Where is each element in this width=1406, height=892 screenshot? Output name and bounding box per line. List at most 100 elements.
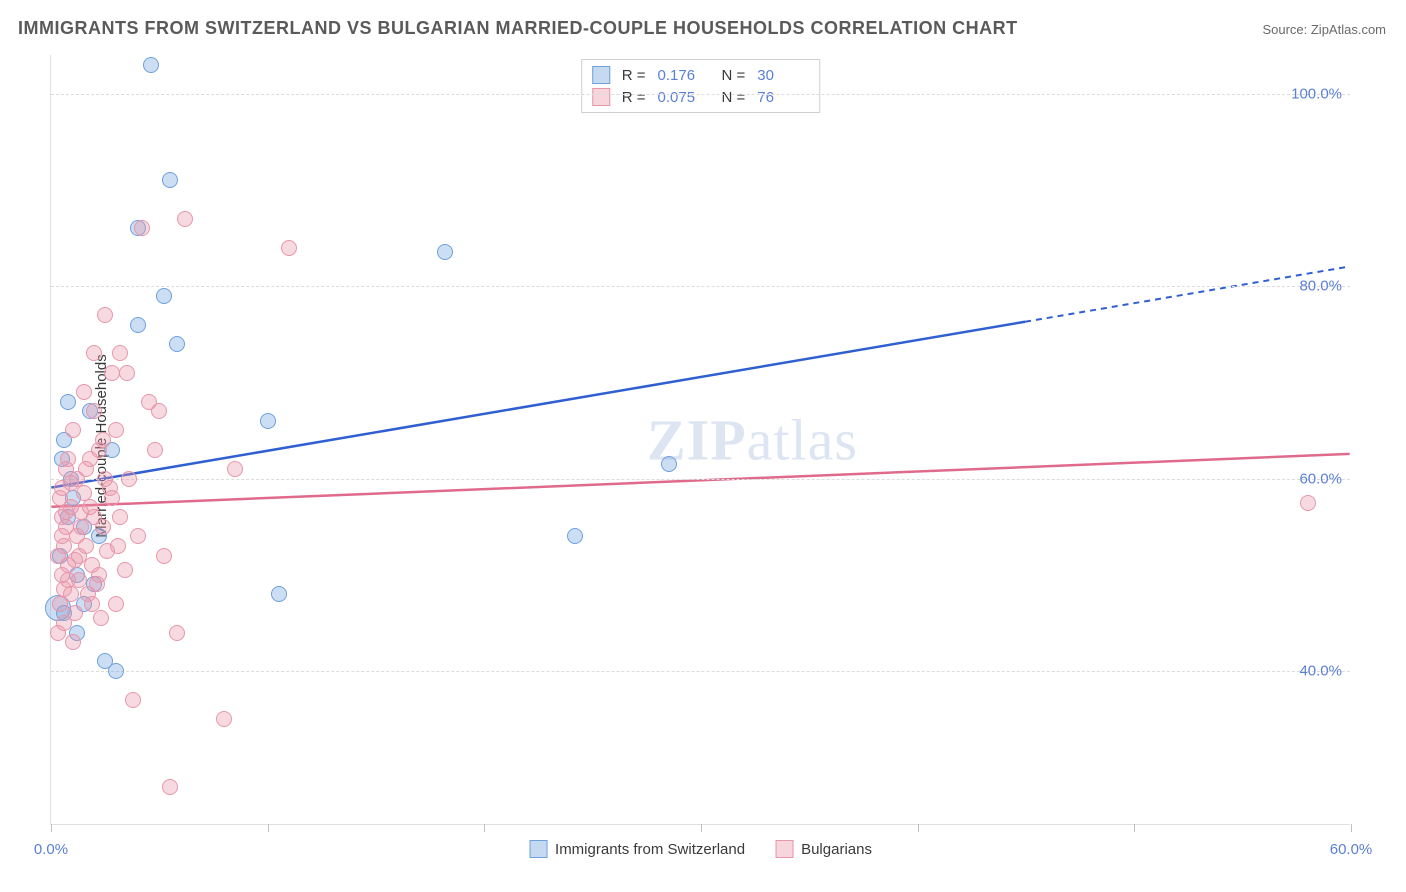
data-point-pink (63, 475, 79, 491)
data-point-pink (86, 345, 102, 361)
y-tick-label: 100.0% (1291, 85, 1342, 102)
trend-line-pink (51, 454, 1349, 507)
r-value-pink: 0.075 (658, 89, 710, 106)
data-point-blue (437, 244, 453, 260)
series-legend: Immigrants from Switzerland Bulgarians (529, 840, 872, 858)
data-point-blue (169, 336, 185, 352)
y-tick-label: 60.0% (1299, 470, 1342, 487)
data-point-blue (60, 394, 76, 410)
correlation-legend: R = 0.176 N = 30 R = 0.075 N = 76 (581, 59, 821, 113)
y-gridline (51, 286, 1350, 287)
legend-item-pink: Bulgarians (775, 840, 872, 858)
plot-area: ZIPatlas R = 0.176 N = 30 R = 0.075 N = … (50, 55, 1350, 825)
x-tick (1351, 824, 1352, 832)
r-label: R = (622, 89, 646, 106)
x-tick (701, 824, 702, 832)
data-point-pink (84, 596, 100, 612)
source-attribution: Source: ZipAtlas.com (1262, 22, 1386, 37)
data-point-pink (108, 596, 124, 612)
data-point-pink (76, 384, 92, 400)
data-point-pink (50, 625, 66, 641)
data-point-pink (65, 634, 81, 650)
data-point-pink (65, 422, 81, 438)
x-tick-label: 60.0% (1330, 841, 1373, 858)
data-point-pink (121, 471, 137, 487)
data-point-pink (54, 509, 70, 525)
data-point-pink (112, 509, 128, 525)
y-tick-label: 40.0% (1299, 663, 1342, 680)
r-value-blue: 0.176 (658, 67, 710, 84)
data-point-pink (125, 692, 141, 708)
x-tick (51, 824, 52, 832)
data-point-blue (130, 317, 146, 333)
data-point-pink (169, 625, 185, 641)
data-point-pink (86, 403, 102, 419)
data-point-pink (95, 432, 111, 448)
chart-title: IMMIGRANTS FROM SWITZERLAND VS BULGARIAN… (18, 18, 1018, 39)
y-gridline (51, 479, 1350, 480)
data-point-pink (117, 562, 133, 578)
y-gridline (51, 671, 1350, 672)
x-tick (1134, 824, 1135, 832)
legend-row-blue: R = 0.176 N = 30 (592, 64, 810, 86)
data-point-pink (227, 461, 243, 477)
data-point-pink (91, 567, 107, 583)
data-point-blue (260, 413, 276, 429)
data-point-pink (119, 365, 135, 381)
data-point-pink (151, 403, 167, 419)
data-point-blue (567, 528, 583, 544)
data-point-pink (52, 490, 68, 506)
data-point-pink (93, 610, 109, 626)
data-point-pink (67, 552, 83, 568)
legend-label-blue: Immigrants from Switzerland (555, 841, 745, 858)
data-point-blue (271, 586, 287, 602)
data-point-blue (143, 57, 159, 73)
data-point-pink (134, 220, 150, 236)
data-point-pink (56, 581, 72, 597)
legend-row-pink: R = 0.075 N = 76 (592, 86, 810, 108)
data-point-pink (102, 480, 118, 496)
n-label: N = (722, 67, 746, 84)
y-gridline (51, 94, 1350, 95)
data-point-pink (58, 461, 74, 477)
data-point-pink (78, 461, 94, 477)
x-tick (918, 824, 919, 832)
legend-label-pink: Bulgarians (801, 841, 872, 858)
data-point-pink (162, 779, 178, 795)
swatch-pink-icon (775, 840, 793, 858)
data-point-pink (216, 711, 232, 727)
data-point-blue (661, 456, 677, 472)
trend-line-blue (51, 322, 1025, 488)
data-point-blue (162, 172, 178, 188)
data-point-pink (156, 548, 172, 564)
swatch-pink-icon (592, 88, 610, 106)
n-value-blue: 30 (757, 67, 809, 84)
data-point-pink (177, 211, 193, 227)
y-tick-label: 80.0% (1299, 278, 1342, 295)
swatch-blue-icon (592, 66, 610, 84)
data-point-pink (147, 442, 163, 458)
data-point-blue (156, 288, 172, 304)
data-point-pink (54, 528, 70, 544)
n-value-pink: 76 (757, 89, 809, 106)
data-point-pink (73, 504, 89, 520)
data-point-pink (69, 528, 85, 544)
data-point-pink (110, 538, 126, 554)
data-point-pink (281, 240, 297, 256)
swatch-blue-icon (529, 840, 547, 858)
x-tick-label: 0.0% (34, 841, 68, 858)
data-point-blue (108, 663, 124, 679)
x-tick (484, 824, 485, 832)
legend-item-blue: Immigrants from Switzerland (529, 840, 745, 858)
r-label: R = (622, 67, 646, 84)
watermark: ZIPatlas (647, 406, 858, 473)
data-point-pink (112, 345, 128, 361)
data-point-pink (1300, 495, 1316, 511)
data-point-pink (97, 307, 113, 323)
x-tick (268, 824, 269, 832)
trend-lines-svg (51, 55, 1350, 824)
data-point-pink (52, 596, 68, 612)
data-point-pink (50, 548, 66, 564)
data-point-pink (104, 365, 120, 381)
n-label: N = (722, 89, 746, 106)
